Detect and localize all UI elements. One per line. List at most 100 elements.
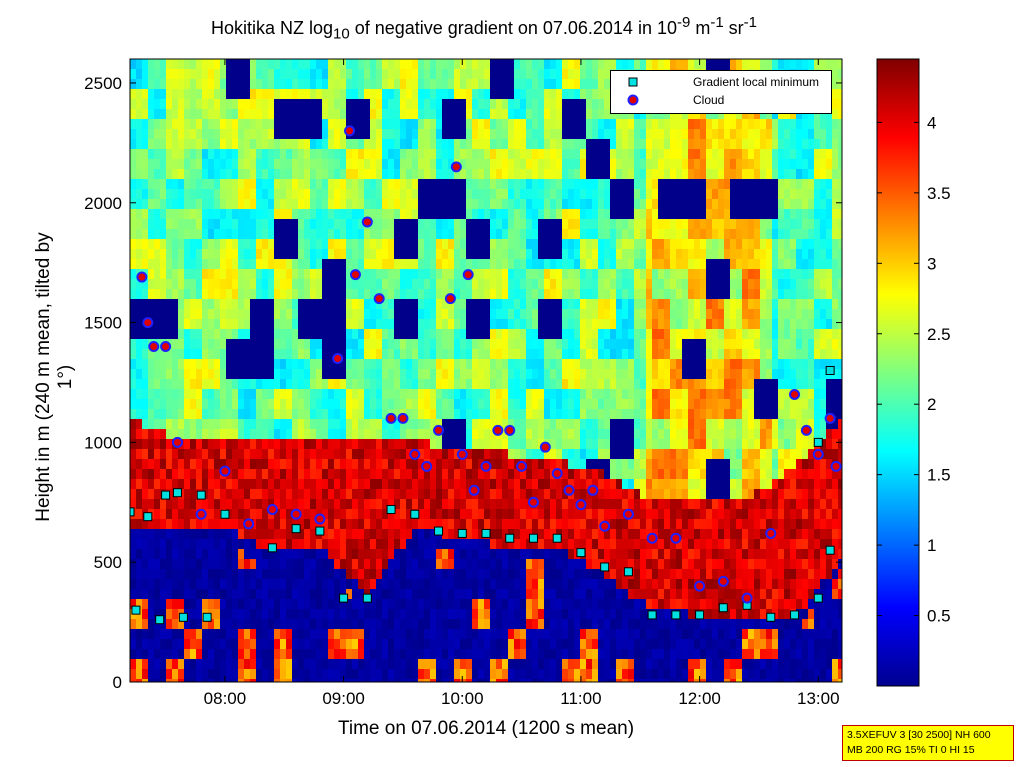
cloud-point [421, 460, 433, 472]
axes: 08:00 09:00 10:00 11:00 12:00 13:00 0 500 1000 15… [84, 59, 842, 708]
colorbar-tick-label: 4 [927, 113, 936, 132]
x-tick-label: 13:00 [797, 689, 840, 708]
gradient-minimum-point [178, 612, 188, 622]
gradient-minimum-point [130, 507, 135, 517]
cloud-point [314, 513, 326, 525]
gradient-minimum-point [339, 593, 349, 603]
cloud-point [409, 448, 421, 460]
y-tick-label: 2000 [84, 194, 122, 213]
cloud-point [136, 271, 148, 283]
y-tick-label: 1500 [84, 314, 122, 333]
cloud-point [694, 580, 706, 592]
cloud-point [492, 424, 504, 436]
y-tick-label: 0 [113, 673, 122, 692]
gradient-minimum-point [813, 437, 823, 447]
gradient-minimum-point [172, 488, 182, 498]
cloud-point [290, 508, 302, 520]
y-axis-label: Height in m (240 m mean, tilted by 1°) [33, 232, 76, 522]
gradient-minimum-point [790, 610, 800, 620]
gradient-minimum-point [155, 615, 165, 625]
cloud-point [433, 424, 445, 436]
cloud-point [332, 353, 344, 365]
y-tick-label: 1000 [84, 433, 122, 452]
colorbar-tick-label: 1.5 [927, 466, 951, 485]
gradient-minimum-point [410, 509, 420, 519]
cloud-point [765, 527, 777, 539]
legend: Gradient local minimum Cloud [610, 70, 832, 114]
cloud-point [385, 412, 397, 424]
legend-label-cloud: Cloud [693, 93, 725, 107]
gradient-minimum-point [315, 526, 325, 536]
x-tick-label: 11:00 [560, 689, 601, 708]
colorbar-tick-label: 1 [927, 536, 936, 555]
cloud-point [527, 496, 539, 508]
cloud-point [142, 317, 154, 329]
cloud-point [171, 436, 183, 448]
cloud-marker-icon [615, 92, 651, 108]
cloud-point [480, 460, 492, 472]
cloud-point [824, 412, 836, 424]
cloud-point [551, 468, 563, 480]
marker-layer [130, 125, 842, 625]
gradient-minimum-point [196, 490, 206, 500]
plot-frame [129, 58, 843, 683]
gradient-minimum-point [161, 490, 171, 500]
gradient-minimum-point [718, 603, 728, 613]
cloud-point [361, 216, 373, 228]
x-tick-label: 09:00 [322, 689, 365, 708]
gradient-minimum-point [695, 610, 705, 620]
colorbar-tick-label: 2 [927, 395, 936, 414]
x-tick-label: 10:00 [441, 689, 484, 708]
cloud-point [789, 388, 801, 400]
cloud-point [456, 448, 468, 460]
gradient-minimum-point [457, 528, 467, 538]
settings-info-box: 3.5XEFUV 3 [30 2500] NH 600 MB 200 RG 15… [842, 725, 1014, 761]
gradient-minimum-point [481, 528, 491, 538]
colorbar-tick-label: 2.5 [927, 325, 951, 344]
gradient-minimum-point [202, 612, 212, 622]
gradient-minimum-point [386, 504, 396, 514]
colorbar-tick-label: 3 [927, 254, 936, 273]
gradient-minimum-point [528, 533, 538, 543]
gradient-minimum-point [647, 610, 657, 620]
cloud-point [741, 592, 753, 604]
info-line-2: MB 200 RG 15% TI 0 HI 15 [847, 744, 975, 756]
cloud-point [344, 125, 356, 137]
gradient-minimum-point [552, 533, 562, 543]
colorbar-tick-label: 0.5 [927, 607, 951, 626]
cloud-point [148, 341, 160, 353]
cloud-point [195, 508, 207, 520]
colorbar [876, 58, 920, 687]
gradient-minimum-point [813, 593, 823, 603]
legend-item-cloud: Cloud [615, 92, 724, 108]
legend-item-gradient: Gradient local minimum [615, 74, 819, 90]
cloud-point [539, 441, 551, 453]
gradient-minimum-point [623, 567, 633, 577]
cloud-point [450, 161, 462, 173]
cloud-point [219, 465, 231, 477]
gradient-minimum-point [131, 605, 141, 615]
gradient-minimum-point [362, 593, 372, 603]
gradient-minimum-point [220, 509, 230, 519]
cloud-point [563, 484, 575, 496]
gradient-minimum-point [825, 366, 835, 375]
cloud-point [462, 269, 474, 281]
x-tick-label: 08:00 [204, 689, 247, 708]
cloud-point [349, 269, 361, 281]
gradient-minimum-point [291, 524, 301, 534]
gradient-minimum-point [267, 543, 277, 553]
cloud-point [830, 460, 842, 472]
legend-label-gradient: Gradient local minimum [693, 75, 820, 89]
gradient-minimum-point [671, 610, 681, 620]
cloud-point [646, 532, 658, 544]
x-tick-label: 12:00 [678, 689, 721, 708]
cloud-point [587, 484, 599, 496]
cloud-point [670, 532, 682, 544]
cloud-point [575, 499, 587, 511]
gradient-minimum-point [600, 562, 610, 572]
x-axis-label: Time on 07.06.2014 (1200 s mean) [337, 718, 635, 739]
cloud-point [516, 460, 528, 472]
y-tick-label: 2500 [84, 74, 122, 93]
info-line-1: 3.5XEFUV 3 [30 2500] NH 600 [847, 729, 991, 741]
